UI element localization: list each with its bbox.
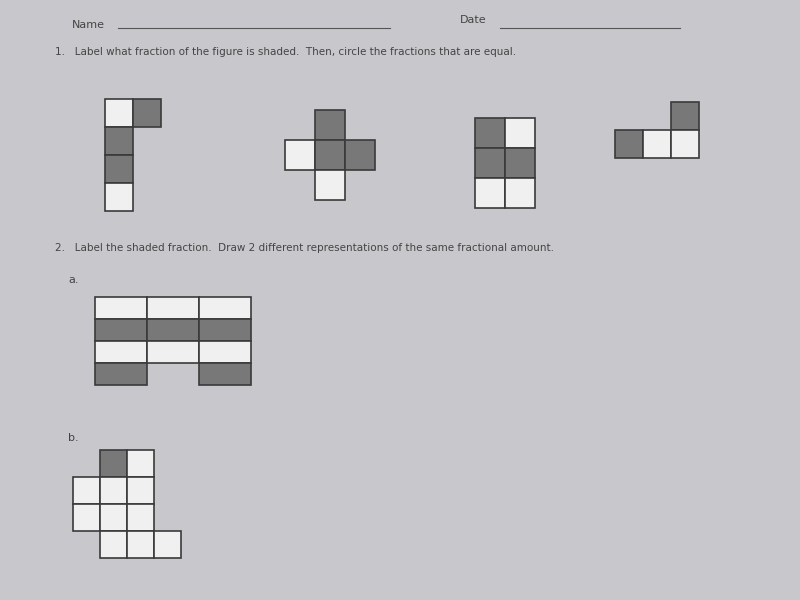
Bar xyxy=(315,110,345,140)
Bar xyxy=(127,477,154,504)
Bar xyxy=(127,531,154,558)
Bar xyxy=(105,127,133,155)
Bar xyxy=(671,130,699,158)
Text: b.: b. xyxy=(68,433,78,443)
Text: Date: Date xyxy=(460,15,486,25)
Bar xyxy=(133,99,161,127)
Bar xyxy=(199,363,251,385)
Bar xyxy=(505,118,535,148)
Bar xyxy=(100,504,127,531)
Bar xyxy=(95,363,147,385)
Text: 2.   Label the shaded fraction.  Draw 2 different representations of the same fr: 2. Label the shaded fraction. Draw 2 dif… xyxy=(55,243,554,253)
Bar xyxy=(127,504,154,531)
Bar xyxy=(505,178,535,208)
Bar xyxy=(147,297,199,319)
Bar xyxy=(100,450,127,477)
Text: Name: Name xyxy=(72,20,105,30)
Bar xyxy=(95,297,147,319)
Bar xyxy=(105,183,133,211)
Bar xyxy=(73,504,100,531)
Bar xyxy=(199,341,251,363)
Bar xyxy=(147,341,199,363)
Bar xyxy=(475,148,505,178)
Bar xyxy=(475,118,505,148)
Bar xyxy=(615,130,643,158)
Bar xyxy=(505,148,535,178)
Bar xyxy=(95,319,147,341)
Bar xyxy=(100,477,127,504)
Bar xyxy=(285,140,315,170)
Text: a.: a. xyxy=(68,275,78,285)
Bar xyxy=(643,130,671,158)
Text: 1.   Label what fraction of the figure is shaded.  Then, circle the fractions th: 1. Label what fraction of the figure is … xyxy=(55,47,516,57)
Bar xyxy=(345,140,375,170)
Bar xyxy=(100,531,127,558)
Bar xyxy=(73,477,100,504)
Bar xyxy=(105,155,133,183)
Bar xyxy=(475,178,505,208)
Bar xyxy=(671,102,699,130)
Bar xyxy=(315,170,345,200)
Bar xyxy=(199,319,251,341)
Bar xyxy=(199,297,251,319)
Bar xyxy=(95,341,147,363)
Bar xyxy=(147,319,199,341)
Bar xyxy=(105,99,133,127)
Bar xyxy=(154,531,181,558)
Bar xyxy=(127,450,154,477)
Bar xyxy=(315,140,345,170)
